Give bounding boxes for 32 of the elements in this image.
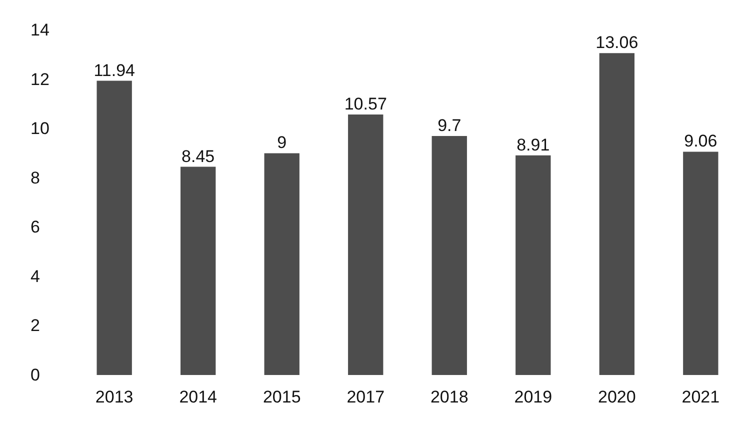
bar (348, 114, 384, 375)
bar (96, 80, 132, 375)
y-tick-label: 2 (30, 316, 40, 336)
y-tick-label: 8 (30, 168, 40, 188)
x-tick-label: 2015 (262, 388, 301, 406)
y-tick-label: 6 (30, 218, 40, 237)
y-tick-label: 0 (30, 366, 40, 384)
x-tick-label: 2013 (95, 388, 134, 406)
y-tick-label: 12 (30, 70, 50, 89)
data-label: 8.45 (182, 146, 215, 166)
bar (180, 166, 216, 375)
y-tick-label: 4 (30, 266, 40, 286)
data-label: 13.06 (596, 33, 638, 52)
bar (599, 53, 634, 375)
data-label: 9 (277, 133, 287, 152)
x-tick-label: 2018 (430, 388, 468, 406)
x-tick-label: 2017 (346, 388, 385, 406)
bar (683, 152, 718, 375)
x-tick-label: 2020 (598, 388, 636, 406)
y-tick-label: 10 (30, 119, 50, 138)
data-label: 10.57 (344, 94, 387, 114)
x-tick-label: 2014 (179, 388, 218, 406)
data-label: 9.06 (684, 132, 718, 151)
data-label: 11.94 (94, 60, 135, 80)
bar (432, 136, 467, 375)
data-label: 8.91 (516, 135, 550, 154)
y-tick-label: 14 (30, 20, 50, 40)
bar (516, 155, 551, 375)
bar (264, 153, 300, 375)
data-label: 9.7 (438, 116, 462, 135)
x-tick-label: 2019 (514, 388, 552, 406)
x-tick-label: 2021 (682, 388, 720, 406)
